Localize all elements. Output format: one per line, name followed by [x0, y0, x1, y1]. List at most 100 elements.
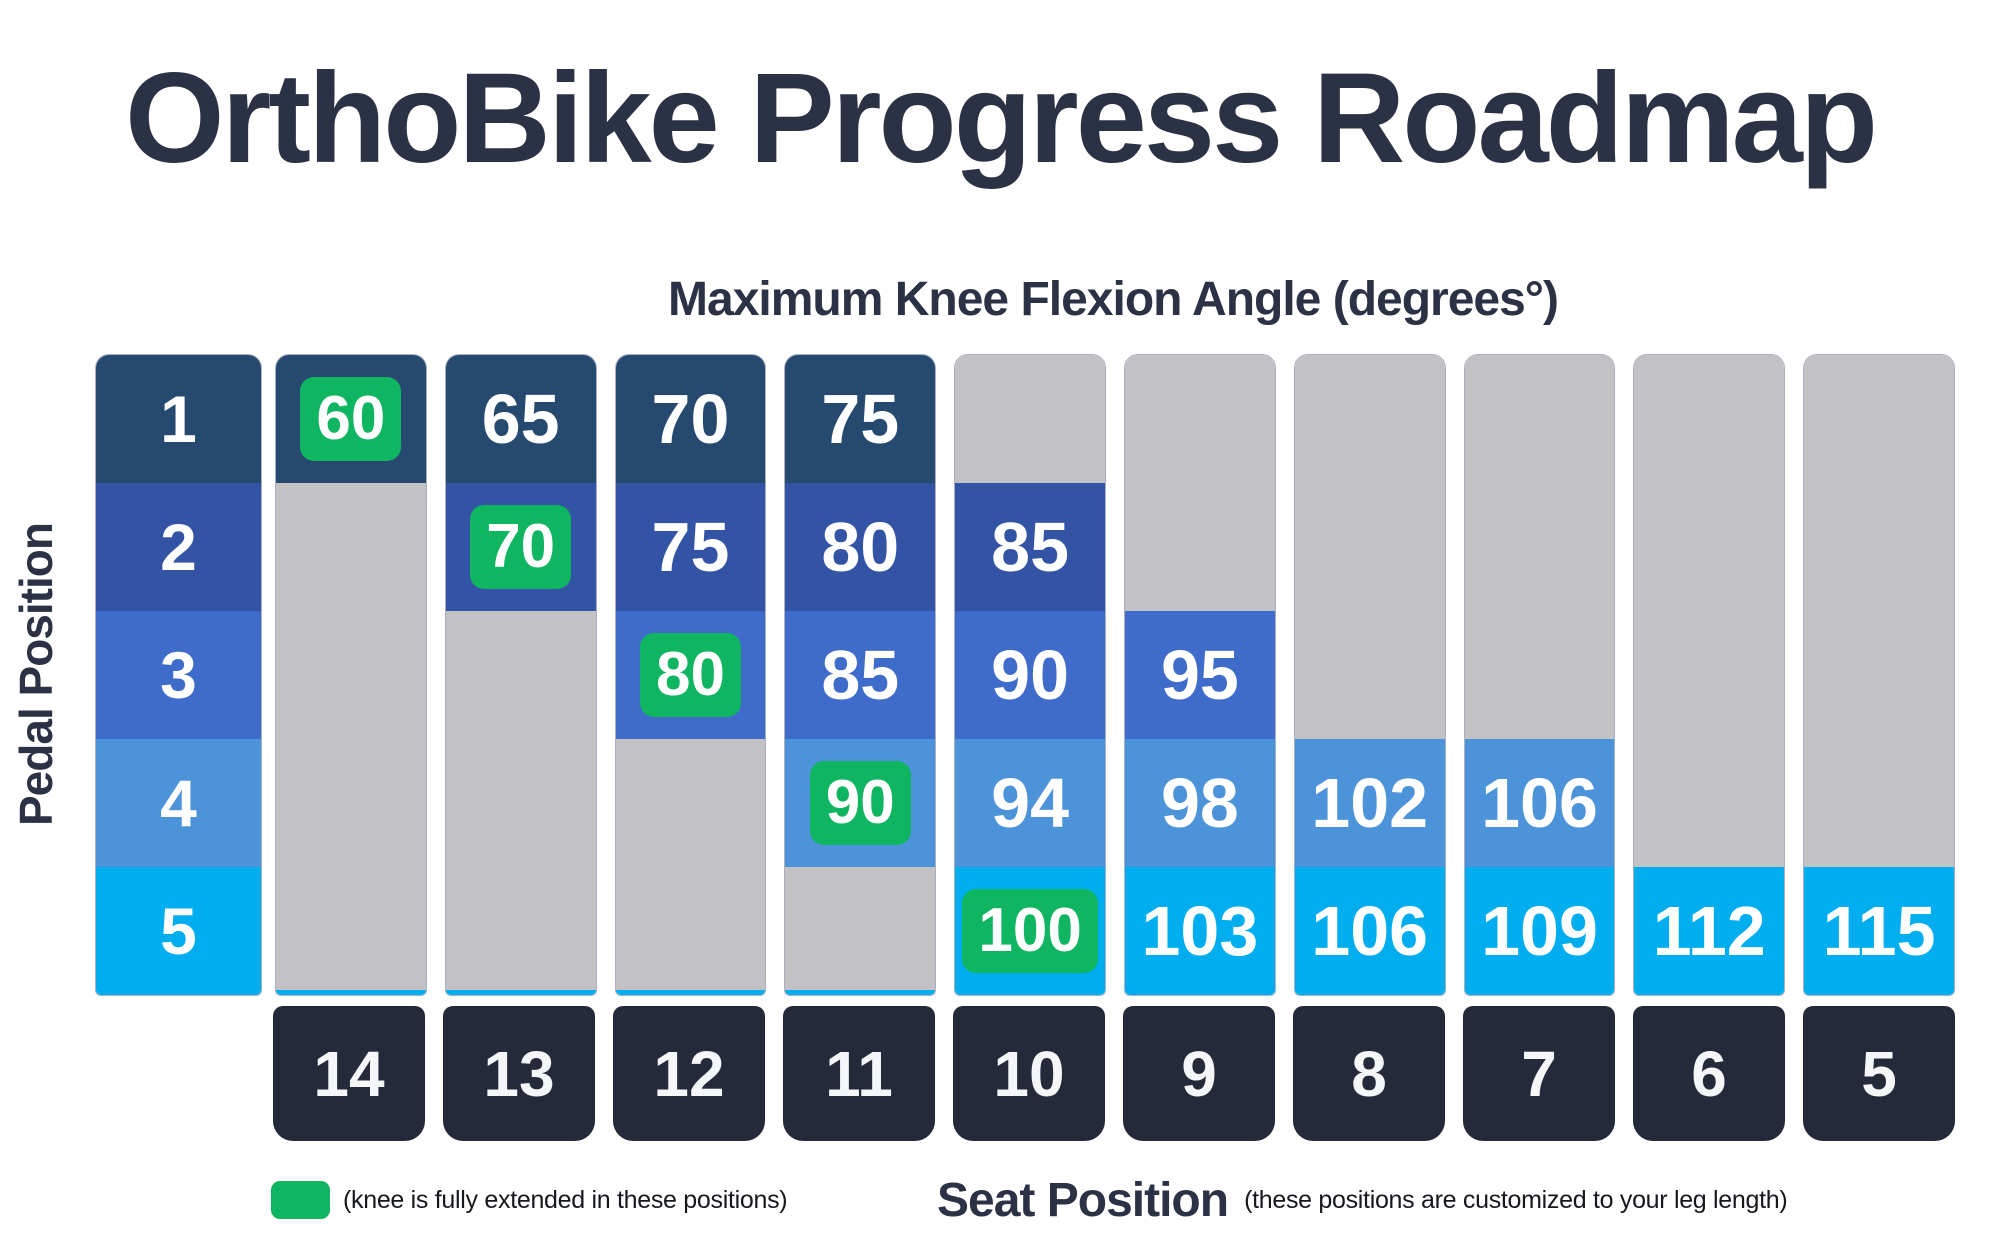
cell-seat13-pedal1: 65 [445, 355, 596, 483]
legend-row: (knee is fully extended in these positio… [95, 1169, 1955, 1231]
legend-green-note: (knee is fully extended in these positio… [343, 1185, 788, 1214]
column-seat-12: 70 75 80 [614, 354, 767, 996]
column-bottom-edge [615, 990, 766, 995]
seat-axis-row: 14 13 12 11 10 9 8 7 6 5 [95, 1006, 1955, 1141]
seat-box-5: 5 [1803, 1006, 1955, 1141]
empty-cell-seat8-pedal1 [1294, 355, 1445, 483]
empty-cell-seat10-pedal1 [955, 355, 1105, 483]
cell-seat8-pedal4: 102 [1294, 739, 1445, 867]
empty-cell-seat7-pedal3 [1464, 611, 1615, 739]
empty-cell-seat11-pedal5 [785, 867, 936, 995]
empty-cell-seat13-pedal5 [445, 867, 596, 995]
empty-cell-seat5-pedal4 [1804, 739, 1954, 867]
seat-box-8: 8 [1293, 1006, 1445, 1141]
cell-seat11-pedal1: 75 [785, 355, 936, 483]
pedal-label-1: 1 [96, 355, 261, 483]
cell-seat8-pedal5: 106 [1294, 867, 1445, 995]
empty-cell-seat12-pedal4 [615, 739, 766, 867]
empty-cell-seat8-pedal3 [1294, 611, 1445, 739]
column-bottom-edge [785, 990, 936, 995]
green-highlight-badge: 80 [640, 633, 741, 717]
empty-cell-seat5-pedal2 [1804, 483, 1954, 611]
empty-cell-seat14-pedal2 [276, 483, 426, 611]
empty-cell-seat12-pedal5 [615, 867, 766, 995]
y-axis-label: Pedal Position [10, 523, 62, 827]
pedal-label-5: 5 [96, 867, 261, 995]
empty-cell-seat5-pedal3 [1804, 611, 1954, 739]
cell-seat13-pedal2: 70 [445, 483, 596, 611]
seat-box-12: 12 [613, 1006, 765, 1141]
cell-seat10-pedal5: 100 [955, 867, 1105, 995]
column-seat-13: 65 70 [444, 354, 597, 996]
column-seat-11: 75 80 85 90 [784, 354, 937, 996]
cell-seat12-pedal1: 70 [615, 355, 766, 483]
seat-box-10: 10 [953, 1006, 1105, 1141]
pedal-label-3: 3 [96, 611, 261, 739]
empty-cell-seat13-pedal4 [445, 739, 596, 867]
x-axis-caption: Seat Position (these positions are custo… [937, 1169, 1788, 1231]
legend-green-swatch [271, 1181, 330, 1219]
seat-boxes: 14 13 12 11 10 9 8 7 6 5 [273, 1006, 1955, 1141]
cell-seat12-pedal3: 80 [615, 611, 766, 739]
cell-seat10-pedal4: 94 [955, 739, 1105, 867]
cell-seat9-pedal5: 103 [1124, 867, 1275, 995]
seat-axis-spacer [95, 1006, 273, 1141]
cell-seat11-pedal2: 80 [785, 483, 936, 611]
empty-cell-seat9-pedal1 [1124, 355, 1275, 483]
seat-columns: 60 65 70 70 75 80 75 80 85 90 85 90 94 100 95 98 103 102 1… [275, 354, 1955, 996]
empty-cell-seat6-pedal3 [1634, 611, 1785, 739]
cell-seat10-pedal2: 85 [955, 483, 1105, 611]
seat-box-11: 11 [783, 1006, 935, 1141]
column-bottom-edge [276, 990, 426, 995]
green-highlight-badge: 90 [809, 761, 911, 845]
cell-seat7-pedal4: 106 [1464, 739, 1615, 867]
empty-cell-seat13-pedal3 [445, 611, 596, 739]
seat-box-9: 9 [1123, 1006, 1275, 1141]
cell-seat9-pedal3: 95 [1124, 611, 1275, 739]
pedal-label-2: 2 [96, 483, 261, 611]
column-seat-8: 102 106 [1293, 354, 1446, 996]
empty-cell-seat14-pedal4 [276, 739, 426, 867]
seat-box-7: 7 [1463, 1006, 1615, 1141]
cell-seat5-pedal5: 115 [1804, 867, 1954, 995]
empty-cell-seat7-pedal2 [1464, 483, 1615, 611]
column-seat-7: 106 109 [1463, 354, 1616, 996]
empty-cell-seat6-pedal1 [1634, 355, 1785, 483]
x-axis-label: Seat Position [937, 1173, 1229, 1227]
seat-box-6: 6 [1633, 1006, 1785, 1141]
cell-seat7-pedal5: 109 [1464, 867, 1615, 995]
x-axis-note: (these positions are customized to your … [1244, 1185, 1788, 1214]
green-highlight-badge: 100 [962, 889, 1098, 973]
cell-seat11-pedal3: 85 [785, 611, 936, 739]
cell-seat11-pedal4: 90 [785, 739, 936, 867]
cell-seat9-pedal4: 98 [1124, 739, 1275, 867]
empty-cell-seat9-pedal2 [1124, 483, 1275, 611]
empty-cell-seat6-pedal4 [1634, 739, 1785, 867]
cell-seat14-pedal1: 60 [276, 355, 426, 483]
green-highlight-badge: 60 [300, 377, 402, 461]
column-seat-10: 85 90 94 100 [954, 354, 1106, 996]
empty-cell-seat8-pedal2 [1294, 483, 1445, 611]
empty-cell-seat7-pedal1 [1464, 355, 1615, 483]
empty-cell-seat14-pedal5 [276, 867, 426, 995]
legend-green: (knee is fully extended in these positio… [271, 1169, 788, 1231]
cell-seat12-pedal2: 75 [615, 483, 766, 611]
green-highlight-badge: 70 [470, 505, 572, 589]
seat-box-14: 14 [273, 1006, 425, 1141]
column-seat-14: 60 [275, 354, 427, 996]
column-seat-6: 112 [1633, 354, 1786, 996]
column-seat-9: 95 98 103 [1123, 354, 1276, 996]
pedal-label-4: 4 [96, 739, 261, 867]
empty-cell-seat14-pedal3 [276, 611, 426, 739]
empty-cell-seat5-pedal1 [1804, 355, 1954, 483]
page-title: OrthoBike Progress Roadmap [125, 47, 1878, 190]
seat-box-13: 13 [443, 1006, 595, 1141]
empty-cell-seat6-pedal2 [1634, 483, 1785, 611]
cell-seat6-pedal5: 112 [1634, 867, 1785, 995]
cell-seat10-pedal3: 90 [955, 611, 1105, 739]
chart-subtitle: Maximum Knee Flexion Angle (degrees°) [668, 273, 1559, 326]
